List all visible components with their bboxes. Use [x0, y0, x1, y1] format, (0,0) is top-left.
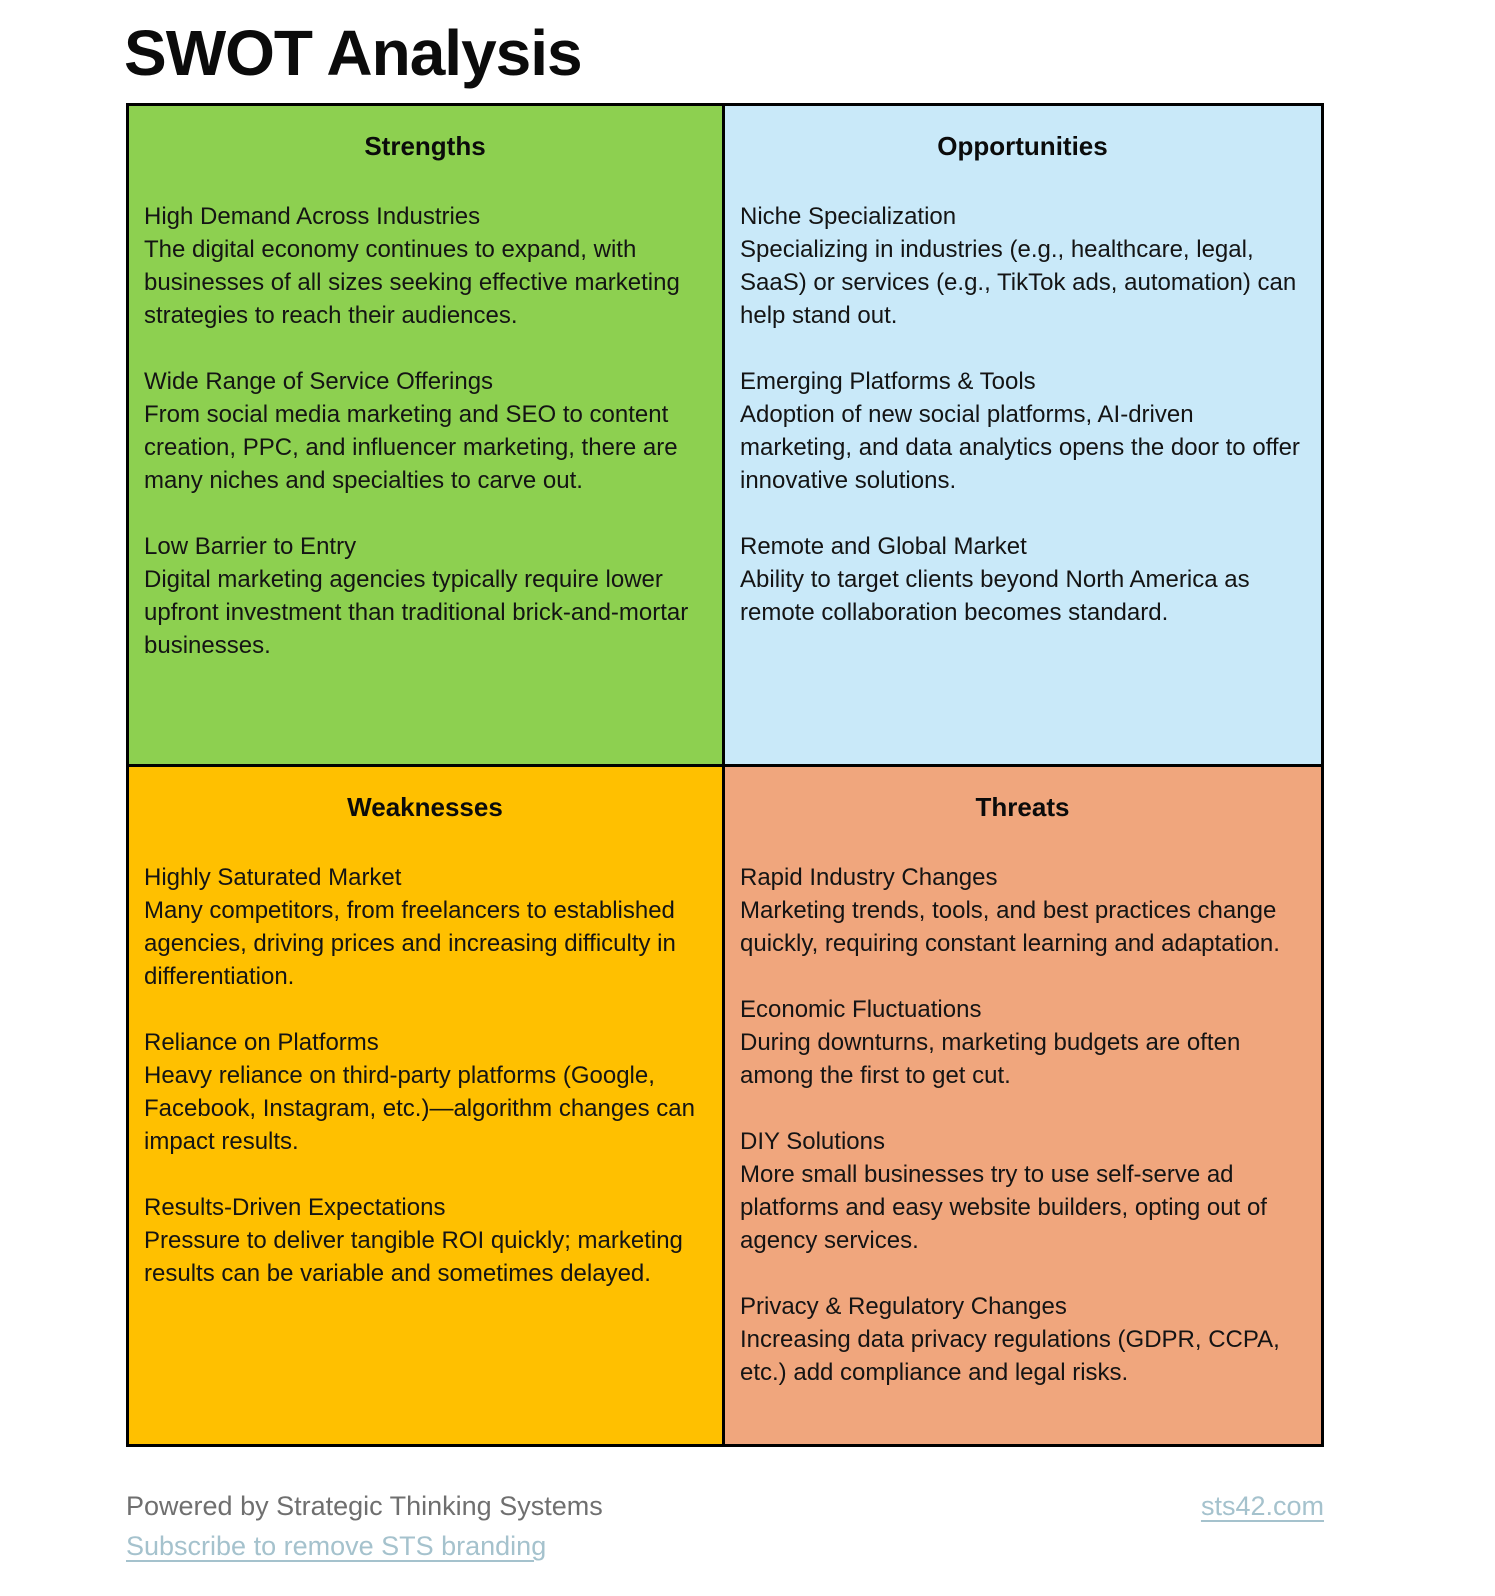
quadrant-title-weaknesses: Weaknesses — [347, 792, 503, 822]
swot-item-body: Specializing in industries (e.g., health… — [740, 236, 1297, 329]
swot-item: Privacy & Regulatory Changes Increasing d… — [740, 1290, 1305, 1389]
footer-branding: Powered by Strategic Thinking Systems Su… — [126, 1486, 603, 1566]
swot-item-heading: DIY Solutions — [740, 1128, 885, 1155]
quadrant-title-opportunities: Opportunities — [937, 131, 1108, 161]
swot-item: Economic Fluctuations During downturns, m… — [740, 993, 1305, 1092]
swot-item-heading: Rapid Industry Changes — [740, 864, 998, 891]
swot-item-heading: Reliance on Platforms — [144, 1029, 379, 1056]
swot-item: Emerging Platforms & Tools Adoption of ne… — [740, 365, 1305, 497]
swot-grid: Strengths High Demand Across Industries T… — [126, 103, 1324, 1447]
swot-item-heading: High Demand Across Industries — [144, 203, 481, 230]
swot-item-heading: Wide Range of Service Offerings — [144, 368, 494, 395]
quadrant-strengths: Strengths High Demand Across Industries T… — [129, 106, 725, 767]
strengths-items: High Demand Across Industries The digital… — [144, 200, 706, 662]
swot-item-body: Digital marketing agencies typically req… — [144, 566, 689, 659]
weaknesses-items: Highly Saturated Market Many competitors,… — [144, 861, 706, 1290]
subscribe-link[interactable]: Subscribe to remove STS branding — [126, 1531, 547, 1561]
swot-item: Niche Specialization Specializing in indu… — [740, 200, 1305, 332]
swot-item-body: Many competitors, from freelancers to es… — [144, 897, 676, 990]
swot-item: High Demand Across Industries The digital… — [144, 200, 706, 332]
swot-item: Wide Range of Service Offerings From soci… — [144, 365, 706, 497]
quadrant-opportunities: Opportunities Niche Specialization Specia… — [725, 106, 1321, 767]
swot-item: DIY Solutions More small businesses try t… — [740, 1125, 1305, 1257]
swot-item-heading: Remote and Global Market — [740, 533, 1027, 560]
swot-item-body: Pressure to deliver tangible ROI quickly… — [144, 1227, 683, 1287]
quadrant-title-threats: Threats — [975, 792, 1070, 822]
swot-item-heading: Low Barrier to Entry — [144, 533, 357, 560]
opportunities-items: Niche Specialization Specializing in indu… — [740, 200, 1305, 629]
swot-item-heading: Highly Saturated Market — [144, 864, 402, 891]
swot-item-heading: Results-Driven Expectations — [144, 1194, 446, 1221]
swot-item: Remote and Global Market Ability to targe… — [740, 530, 1305, 629]
swot-item-body: From social media marketing and SEO to c… — [144, 401, 678, 494]
swot-item-body: Heavy reliance on third-party platforms … — [144, 1062, 695, 1155]
threats-items: Rapid Industry Changes Marketing trends, … — [740, 861, 1305, 1389]
swot-item-body: The digital economy continues to expand,… — [144, 236, 680, 329]
swot-item: Reliance on Platforms Heavy reliance on t… — [144, 1026, 706, 1158]
swot-item-heading: Emerging Platforms & Tools — [740, 368, 1036, 395]
quadrant-weaknesses: Weaknesses Highly Saturated Market Many c… — [129, 767, 725, 1444]
quadrant-threats: Threats Rapid Industry Changes Marketing … — [725, 767, 1321, 1444]
swot-item-body: During downturns, marketing budgets are … — [740, 1029, 1241, 1089]
swot-item: Results-Driven Expectations Pressure to d… — [144, 1191, 706, 1290]
swot-item-body: Marketing trends, tools, and best practi… — [740, 897, 1280, 957]
swot-item-body: More small businesses try to use self-se… — [740, 1161, 1267, 1254]
page-title: SWOT Analysis — [124, 17, 583, 89]
swot-item-body: Ability to target clients beyond North A… — [740, 566, 1250, 626]
swot-item-heading: Niche Specialization — [740, 203, 957, 230]
swot-item-heading: Economic Fluctuations — [740, 996, 982, 1023]
swot-item: Rapid Industry Changes Marketing trends, … — [740, 861, 1305, 960]
swot-item-body: Increasing data privacy regulations (GDP… — [740, 1326, 1280, 1386]
quadrant-title-strengths: Strengths — [364, 131, 486, 161]
swot-item: Low Barrier to Entry Digital marketing ag… — [144, 530, 706, 662]
powered-by-text: Powered by Strategic Thinking Systems — [126, 1491, 603, 1521]
swot-item-body: Adoption of new social platforms, AI-dri… — [740, 401, 1300, 494]
site-link-container: sts42.com — [1124, 1486, 1324, 1526]
site-link[interactable]: sts42.com — [1200, 1491, 1324, 1521]
swot-item-heading: Privacy & Regulatory Changes — [740, 1293, 1067, 1320]
swot-item: Highly Saturated Market Many competitors,… — [144, 861, 706, 993]
